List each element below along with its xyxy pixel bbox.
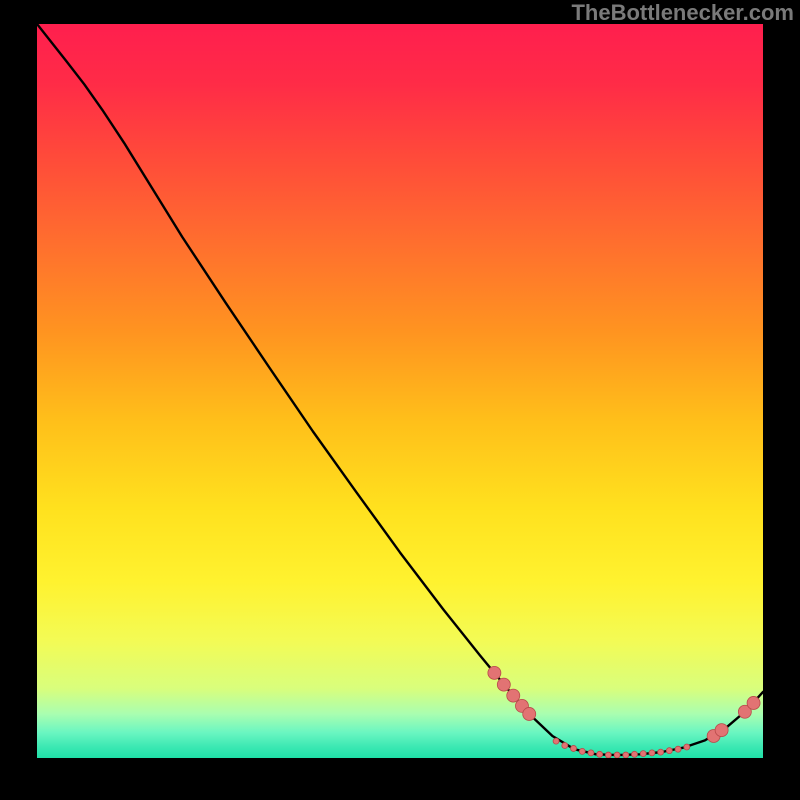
data-point [523,707,536,720]
plot-area [37,24,763,758]
data-point [497,678,510,691]
data-point [658,749,664,755]
gradient-background [37,24,763,758]
data-point [715,724,728,737]
plot-svg [37,24,763,758]
data-point [588,750,594,756]
data-point [488,666,501,679]
data-point [623,752,629,758]
data-point [632,751,638,757]
data-point [747,696,760,709]
chart-stage: TheBottlenecker.com [0,0,800,800]
data-point [571,745,577,751]
data-point [579,748,585,754]
data-point [614,752,620,758]
data-point [597,751,603,757]
data-point [562,743,568,749]
data-point [675,746,681,752]
data-point [684,744,690,750]
data-point [666,748,672,754]
data-point [640,751,646,757]
data-point [649,750,655,756]
watermark-text: TheBottlenecker.com [571,0,794,26]
data-point [553,738,559,744]
data-point [507,689,520,702]
data-point [605,752,611,758]
